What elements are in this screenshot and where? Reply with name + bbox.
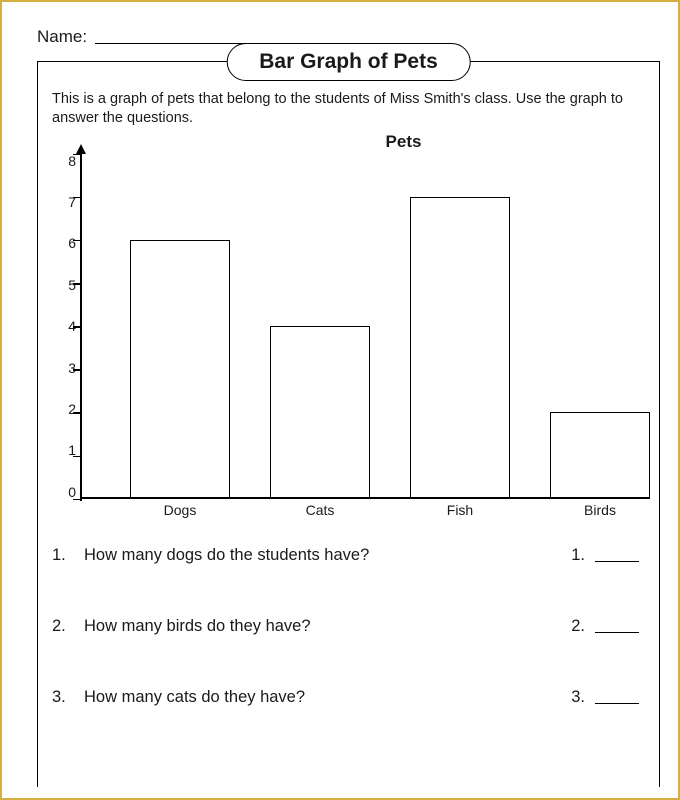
y-axis-arrow-icon <box>76 144 86 154</box>
chart-title: Pets <box>162 132 645 152</box>
answer-blank-line[interactable] <box>595 702 639 704</box>
y-tick-label: 3 <box>52 361 76 375</box>
question-text: How many dogs do the students have? <box>84 546 369 565</box>
bar-cats <box>270 326 370 499</box>
bar-dogs <box>130 240 230 499</box>
y-tick-mark <box>73 456 80 458</box>
y-tick-mark <box>73 369 80 371</box>
question-text: How many cats do they have? <box>84 688 305 707</box>
question-number: 1. <box>52 546 70 565</box>
content-box: Bar Graph of Pets This is a graph of pet… <box>37 61 660 787</box>
bars-group <box>80 154 620 499</box>
x-label-cats: Cats <box>306 502 335 518</box>
y-tick-mark <box>73 197 80 199</box>
y-tick-mark <box>73 154 80 156</box>
question-number: 3. <box>52 688 70 707</box>
y-tick-label: 8 <box>52 154 76 168</box>
answer-blank-line[interactable] <box>595 631 639 633</box>
question-text: How many birds do they have? <box>84 617 311 636</box>
question-row: 2. How many birds do they have? 2. <box>52 617 645 636</box>
answer-number: 2. <box>571 617 585 636</box>
y-tick-mark <box>73 326 80 328</box>
x-label-dogs: Dogs <box>164 502 197 518</box>
x-label-birds: Birds <box>584 502 616 518</box>
bar-chart: 876543210 <box>52 154 645 499</box>
answer-number: 1. <box>571 546 585 565</box>
question-row: 3. How many cats do they have? 3. <box>52 688 645 707</box>
x-axis-labels: Dogs Cats Fish Birds <box>80 502 620 524</box>
page-title: Bar Graph of Pets <box>226 43 471 81</box>
questions-list: 1. How many dogs do the students have? 1. 2… <box>52 546 645 707</box>
bar-birds <box>550 412 650 498</box>
answer-blank-line[interactable] <box>595 560 639 562</box>
instructions-text: This is a graph of pets that belong to t… <box>52 90 645 128</box>
y-tick-mark <box>73 283 80 285</box>
y-tick-label: 0 <box>52 485 76 499</box>
y-tick-mark <box>73 240 80 242</box>
question-row: 1. How many dogs do the students have? 1. <box>52 546 645 565</box>
plot-area <box>80 154 620 499</box>
y-tick-label: 6 <box>52 236 76 250</box>
name-label: Name: <box>37 27 87 47</box>
y-tick-mark <box>73 499 80 501</box>
x-label-fish: Fish <box>447 502 473 518</box>
question-number: 2. <box>52 617 70 636</box>
bar-fish <box>410 197 510 499</box>
y-tick-label: 5 <box>52 278 76 292</box>
answer-number: 3. <box>571 688 585 707</box>
y-tick-mark <box>73 412 80 414</box>
